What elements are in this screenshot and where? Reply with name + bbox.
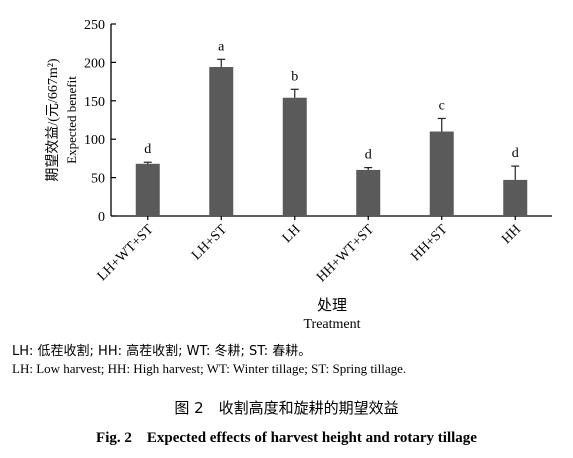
bar (356, 169, 381, 216)
x-tick-label: LH+ST (189, 222, 230, 263)
x-axis-title-chinese: 处理 (317, 297, 347, 314)
x-tick-label: HH+ST (409, 222, 451, 264)
y-tick-label: 150 (84, 95, 105, 110)
x-tick-label: LH+WT+ST (95, 222, 157, 284)
bar (429, 131, 454, 216)
significance-letter: d (512, 146, 519, 161)
y-tick-label: 100 (84, 133, 105, 148)
bar (135, 163, 160, 216)
x-tick-label: HH+WT+ST (314, 222, 377, 285)
figure-caption-chinese: 图 2 收割高度和旋耕的期望效益 (174, 399, 399, 417)
significance-letter: a (218, 39, 225, 54)
x-axis-title-english: Treatment (303, 317, 360, 332)
y-tick-label: 250 (84, 18, 105, 33)
bar (282, 97, 307, 216)
y-tick-label: 0 (98, 210, 105, 225)
y-axis-title-chinese: 期望效益/(元/667m²) (45, 58, 61, 182)
abbreviation-note-english: LH: Low harvest; HH: High harvest; WT: W… (12, 361, 407, 376)
bar (503, 179, 528, 216)
significance-letter: d (365, 148, 372, 163)
bar (209, 67, 234, 217)
y-tick-label: 200 (84, 56, 105, 71)
abbreviation-note-chinese: LH: 低茬收割; HH: 高茬收割; WT: 冬耕; ST: 春耕。 (12, 344, 312, 359)
y-axis-title-english: Expected benefit (64, 76, 79, 164)
figure-caption-english: Fig. 2 Expected effects of harvest heigh… (96, 430, 477, 446)
x-tick-label: LH (280, 222, 304, 246)
significance-letter: c (439, 98, 445, 113)
significance-letter: b (291, 69, 298, 84)
y-tick-label: 50 (91, 172, 105, 187)
significance-letter: d (144, 142, 151, 157)
x-tick-label: HH (499, 222, 524, 247)
bar-chart: 0 50 100 150 200 250 d LH+WT+ST a LH+ST b LH d HH+WT+… (45, 18, 552, 332)
